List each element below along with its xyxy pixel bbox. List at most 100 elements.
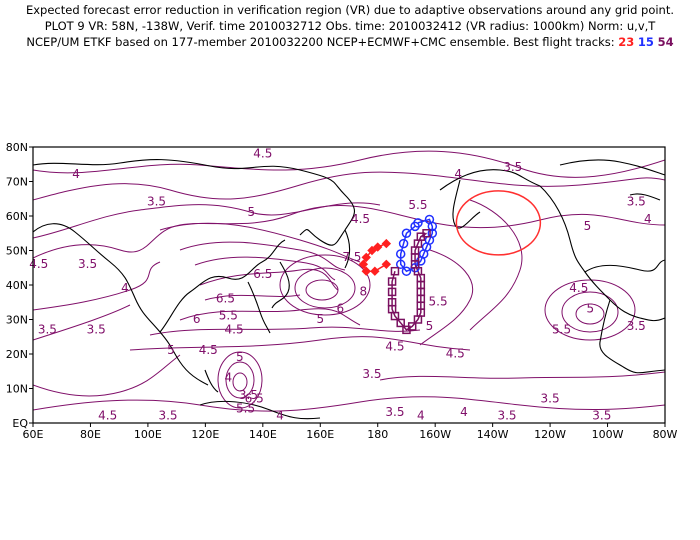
contour-label: 5.5 [552,322,571,336]
contour-label: 5.5 [219,309,238,323]
longitude-axis: 60E 80E 100E 120E 140E 160E 180 160W 140W 120W 100… [23,423,678,441]
y-tick-label: EQ [12,417,28,430]
contour-label: 3.5 [362,367,381,381]
contour-label: 5 [586,302,594,316]
contour-label: 4.5 [253,146,272,160]
x-tick-label: 140E [249,428,277,441]
track-point [390,266,400,276]
verification-region-circle [455,190,542,256]
contour-label: 5 [248,205,256,219]
track-point [381,259,392,270]
contour-label: 6 [337,302,345,316]
y-tick-label: 10N [6,383,28,396]
contour-label: 6.5 [253,267,272,281]
contour-label: 4 [276,409,284,423]
contour-label: 6.5 [245,391,264,405]
contour-label: 4 [72,167,80,181]
contour-label: 4.5 [225,322,244,336]
contour-label: 5 [426,319,434,333]
contour-labels: 4.54 3.543.5 3.54.55.55 457.56.586.565.5 564… [29,146,651,422]
x-tick-label: 80E [80,428,101,441]
track-23-label: 23 [618,35,635,49]
track-point [373,242,383,252]
contour-label: 5.5 [408,198,427,212]
contour-label: 4.5 [199,343,218,357]
coastlines [33,159,665,420]
track-point [367,245,377,256]
latitude-axis: EQ 10N 20N 30N 40N 50N 60N 70N 80N [6,141,33,430]
contour-label: 4 [225,371,233,385]
contour-label: 5 [236,350,244,364]
y-tick-label: 70N [6,176,28,189]
x-tick-label: 80W [653,428,678,441]
x-tick-label: 100E [134,428,162,441]
contour-label: 5 [316,312,324,326]
contour-label: 8 [360,284,368,298]
contour-label: 4.5 [98,409,117,423]
contour-label: 4 [644,212,652,226]
contour-label: 3.5 [627,195,646,209]
track-point [427,221,438,232]
track-15-label: 15 [637,35,654,49]
contour-label: 3.5 [78,257,97,271]
track-point [361,266,371,276]
contour-label: 7.5 [342,250,361,264]
contour-label: 4.5 [385,340,404,354]
x-tick-label: 140W [477,428,509,441]
track-point [401,266,412,276]
track-54-label: 54 [657,35,674,49]
track-point [410,221,420,232]
contour-label: 3.5 [87,322,106,336]
contour-label: 4.5 [351,212,370,226]
contour-label: 4.5 [446,346,465,360]
track-54-line [391,232,427,331]
track-point [395,259,406,270]
contour-label: 5.5 [429,295,448,309]
contour-label: 3.5 [497,409,516,423]
header-line-1: Expected forecast error reduction in ver… [25,3,675,17]
track-15-markers [395,214,438,276]
track-point [401,228,412,238]
header-line-2: PLOT 9 VR: 58N, -138W, Verif. time 20100… [44,19,656,33]
track-point [396,318,405,328]
contour-label: 5 [167,343,175,357]
contour-label: 5 [584,219,592,233]
contour-label: 4 [417,409,425,423]
contour-label: 3.5 [147,195,166,209]
contour-label: 6 [193,312,201,326]
track-point [381,238,392,249]
contour-label: 4 [121,281,129,295]
track-23-markers [358,238,392,276]
contour-label: 4.5 [569,281,588,295]
track-54-markers [387,229,431,335]
track-point [395,249,406,259]
track-point [387,277,397,286]
contour-label: 3.5 [239,388,258,402]
contour-label: 4 [454,167,462,181]
header-line-3: NCEP/UM ETKF based on 177-member 2010032… [0,35,700,49]
track-point [370,266,380,276]
contour-label: 3.5 [158,409,177,423]
track-point [387,287,397,297]
contour-label: 4 [460,405,468,419]
contour-label: 4.5 [29,257,48,271]
track-point [387,298,397,307]
x-tick-label: 100W [592,428,624,441]
track-point [402,325,411,335]
contour-label: 3.5 [592,409,611,423]
header-line-3-text: NCEP/UM ETKF based on 177-member 2010032… [26,35,615,49]
contour-label: 3.5 [627,319,646,333]
y-tick-label: 80N [6,141,28,154]
x-tick-label: 120W [534,428,566,441]
contour-label: 3.5 [38,322,57,336]
contour-label: 3.5 [503,160,522,174]
x-tick-label: 180 [367,428,388,441]
track-point [398,238,409,249]
y-tick-label: 60N [6,210,28,223]
forecast-error-contours [33,150,665,412]
y-tick-label: 50N [6,245,28,258]
x-tick-label: 120E [191,428,219,441]
y-tick-label: 20N [6,348,28,361]
contour-label: 6.5 [216,291,235,305]
